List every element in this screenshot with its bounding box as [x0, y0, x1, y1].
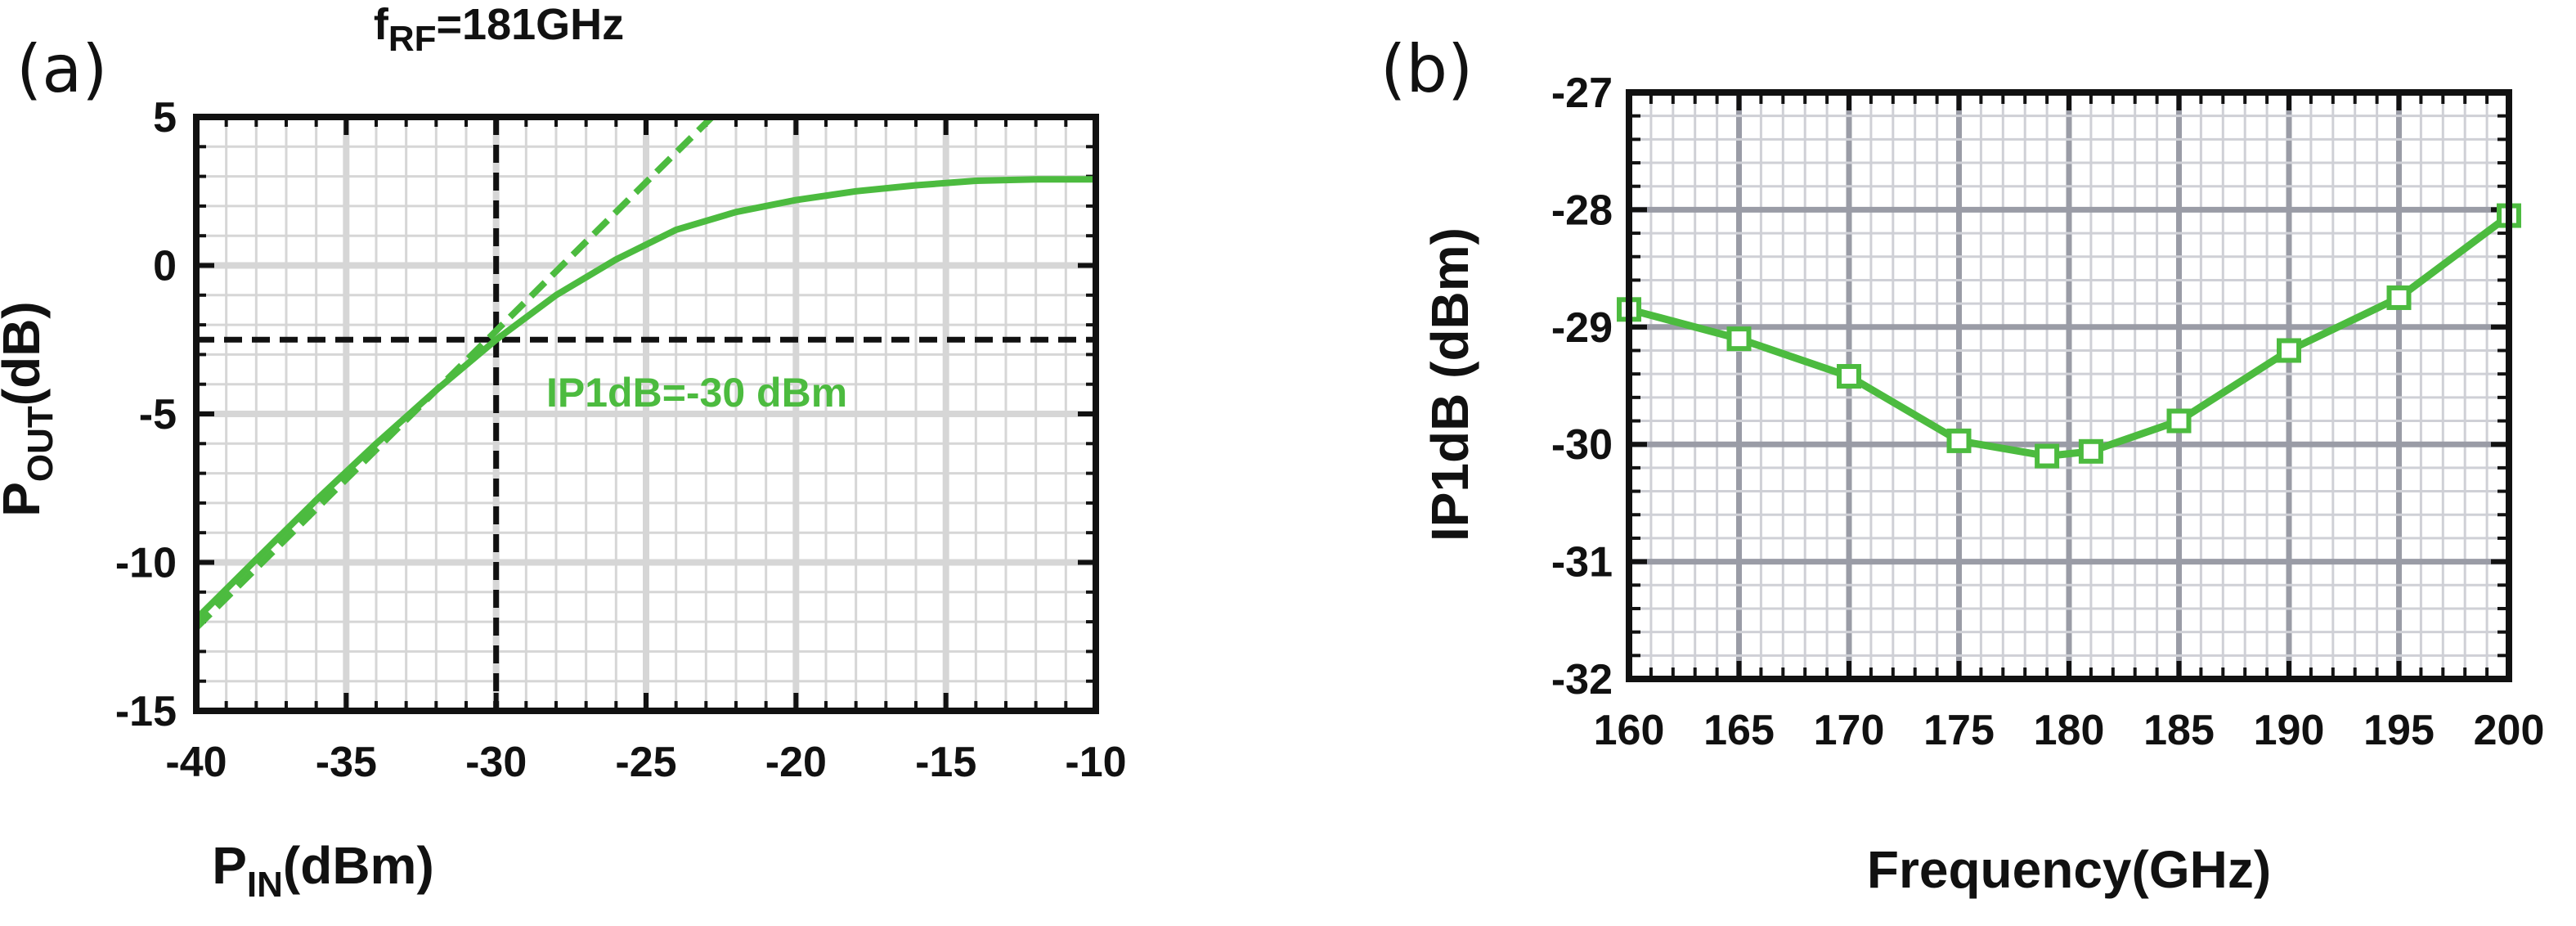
y-tick-label: -31 — [1551, 539, 1613, 587]
y-tick-label: 0 — [153, 243, 177, 290]
x-tick-label: 175 — [1923, 707, 1995, 754]
ip1db-line — [1627, 212, 2511, 460]
panel-b-x-axis-label: Frequency(GHz) — [1867, 840, 2271, 899]
data-point-marker — [2166, 408, 2192, 434]
panel-a-y-axis-label: POUT(dB) — [0, 301, 61, 517]
x-tick-label: -25 — [615, 739, 676, 786]
panel-b: (b) 160 165 170 175 180 185 190 195 200 -32 -31 -30… — [1380, 31, 2544, 899]
data-point-marker — [2386, 285, 2412, 310]
panel-b-grid — [1626, 89, 2512, 682]
data-point-marker — [2078, 438, 2103, 464]
x-tick-label: 165 — [1703, 707, 1775, 754]
x-tick-label: 190 — [2254, 707, 2325, 754]
y-tick-label: -27 — [1551, 70, 1613, 117]
panel-a-title: fRF=181GHz — [374, 0, 624, 59]
x-tick-label: 170 — [1814, 707, 1885, 754]
panel-a-frame — [193, 114, 1099, 714]
panel-b-y-axis-label: IP1dB (dBm) — [1420, 227, 1479, 542]
panel-a-label: (a) — [16, 31, 107, 107]
y-tick-label: -28 — [1551, 187, 1613, 234]
panel-a-x-axis-label: PIN(dBm) — [212, 836, 434, 905]
data-point-marker — [2277, 338, 2301, 363]
x-tick-label: -35 — [316, 739, 377, 786]
x-tick-label: -30 — [465, 739, 527, 786]
y-tick-label: -15 — [115, 688, 177, 735]
y-tick-label: 5 — [153, 94, 177, 142]
x-tick-label: 180 — [2034, 707, 2105, 754]
panel-b-tick-labels: 160 165 170 175 180 185 190 195 200 -32 -31 -30 -29 -… — [1551, 70, 2545, 754]
data-point-marker — [1946, 428, 1972, 453]
output-power-line — [194, 176, 1096, 622]
panel-a: (a) fRF=181GHz -40 -35 -30 -25 -20 -15 -10-15-… — [0, 0, 1127, 905]
y-tick-label: -30 — [1551, 421, 1613, 469]
ip1db-annotation: IP1dB=-30 dBm — [546, 370, 847, 416]
panel-b-label: (b) — [1380, 31, 1473, 107]
data-point-marker — [1837, 364, 1861, 389]
linear-extrapolation-line — [194, 115, 715, 631]
x-tick-label: 185 — [2143, 707, 2215, 754]
y-tick-label: -32 — [1551, 656, 1613, 703]
x-tick-label: -15 — [915, 739, 976, 786]
x-tick-label: -20 — [765, 739, 827, 786]
x-tick-label: 195 — [2363, 707, 2435, 754]
x-tick-label: -40 — [165, 739, 227, 786]
y-tick-label: -5 — [139, 391, 177, 438]
panel-a-tick-labels: -40 -35 -30 -25 -20 -15 -10 -15 -10 -5 0 5 — [115, 94, 1127, 786]
panel-a-series — [194, 115, 1096, 711]
x-tick-label: -10 — [1065, 739, 1126, 786]
data-point-marker — [1726, 326, 1752, 352]
x-tick-label: 160 — [1594, 707, 1665, 754]
panel-b-frame — [1626, 89, 2512, 682]
y-tick-label: -10 — [115, 540, 177, 587]
x-tick-label: 200 — [2474, 707, 2545, 754]
data-point-marker — [2035, 443, 2060, 469]
y-tick-label: -29 — [1551, 304, 1613, 352]
